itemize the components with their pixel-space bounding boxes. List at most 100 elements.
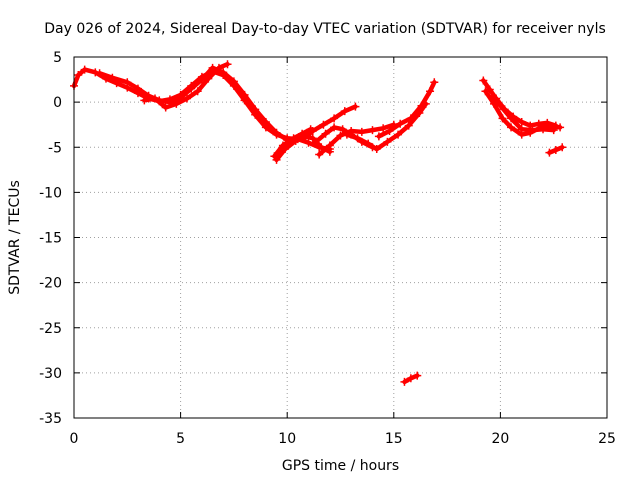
- data-point: [498, 114, 507, 123]
- data-track: [142, 61, 230, 110]
- data-point: [325, 141, 334, 150]
- x-tick-label: 5: [176, 431, 185, 447]
- data-point: [485, 85, 494, 94]
- data-point: [187, 84, 196, 93]
- y-tick-label: 5: [53, 50, 62, 66]
- data-point: [161, 103, 170, 112]
- data-point: [336, 131, 345, 140]
- data-point: [272, 128, 281, 137]
- data-point: [197, 75, 206, 84]
- data-point: [430, 78, 439, 87]
- data-point: [133, 84, 142, 93]
- data-point: [351, 102, 360, 111]
- data-point: [353, 134, 362, 143]
- data-point: [108, 73, 117, 82]
- data-point: [551, 145, 560, 154]
- data-point: [496, 101, 505, 110]
- data-point: [364, 139, 373, 148]
- data-point: [404, 121, 413, 130]
- data-point: [278, 141, 287, 150]
- data-point: [240, 90, 249, 99]
- data-point: [487, 92, 496, 101]
- data-point: [338, 125, 347, 134]
- data-point: [251, 105, 260, 114]
- data-point: [372, 145, 381, 154]
- x-tick-label: 25: [598, 431, 616, 447]
- chart-title: Day 026 of 2024, Sidereal Day-to-day VTE…: [44, 21, 606, 37]
- data-point: [481, 87, 490, 96]
- x-tick-label: 15: [385, 431, 403, 447]
- data-point: [426, 87, 435, 96]
- data-point: [394, 130, 403, 139]
- data-point: [310, 138, 319, 147]
- data-point: [261, 117, 270, 126]
- data-point: [298, 129, 307, 138]
- data-point: [182, 94, 191, 103]
- y-tick-label: 0: [53, 95, 62, 111]
- grid-lines: [74, 57, 607, 418]
- y-tick-label: -35: [39, 411, 62, 427]
- y-tick-label: -20: [39, 276, 62, 292]
- data-point: [229, 77, 238, 86]
- data-point: [214, 63, 223, 72]
- data-point: [193, 87, 202, 96]
- y-tick-label: -15: [39, 231, 62, 247]
- data-track: [97, 65, 290, 143]
- data-point: [204, 74, 213, 83]
- data-point: [319, 120, 328, 129]
- data-point: [330, 123, 339, 132]
- data-point: [517, 125, 526, 134]
- plot-frame: [73, 56, 608, 419]
- data-point: [417, 101, 426, 110]
- y-tick-label: -10: [39, 185, 62, 201]
- x-tick-label: 10: [278, 431, 296, 447]
- data-point: [528, 126, 537, 135]
- data-point: [479, 76, 488, 85]
- data-point: [368, 126, 377, 135]
- data-point: [549, 126, 558, 135]
- data-point: [507, 123, 516, 132]
- data-point: [406, 114, 415, 123]
- data-point: [379, 124, 388, 133]
- data-points: [70, 60, 567, 386]
- data-point: [383, 137, 392, 146]
- data-point: [558, 143, 567, 152]
- data-point: [151, 94, 160, 103]
- data-point: [270, 152, 279, 161]
- data-point: [406, 374, 415, 383]
- data-point: [357, 127, 366, 136]
- data-point: [223, 60, 232, 69]
- data-point: [321, 129, 330, 138]
- x-tick-label: 0: [70, 431, 79, 447]
- data-point: [74, 71, 83, 80]
- data-point: [123, 78, 132, 87]
- data-point: [315, 150, 324, 159]
- data-point: [517, 117, 526, 126]
- data-point: [396, 119, 405, 128]
- data-point: [507, 114, 516, 123]
- data-point: [340, 107, 349, 116]
- y-tick-label: -30: [39, 366, 62, 382]
- data-point: [400, 377, 409, 386]
- y-tick-label: -5: [48, 140, 62, 156]
- data-point: [545, 148, 554, 157]
- y-tick-label: -25: [39, 321, 62, 337]
- y-axis-label: SDTVAR / TECUs: [7, 180, 23, 295]
- x-tick-label: 20: [491, 431, 509, 447]
- data-track: [481, 78, 559, 128]
- data-point: [172, 99, 181, 108]
- data-point: [556, 123, 565, 132]
- data-point: [140, 96, 149, 105]
- data-point: [342, 130, 351, 139]
- data-point: [539, 125, 548, 134]
- data-point: [374, 132, 383, 141]
- data-point: [385, 127, 394, 136]
- data-point: [289, 134, 298, 143]
- data-point: [330, 114, 339, 123]
- data-point: [308, 134, 317, 143]
- data-point: [95, 69, 104, 78]
- data-point: [413, 371, 422, 380]
- axis-ticks: 0 5 10 15 20 25 5 0 -5 -10 -15 -20 -25 -30 -35: [39, 50, 616, 447]
- data-point: [80, 65, 89, 74]
